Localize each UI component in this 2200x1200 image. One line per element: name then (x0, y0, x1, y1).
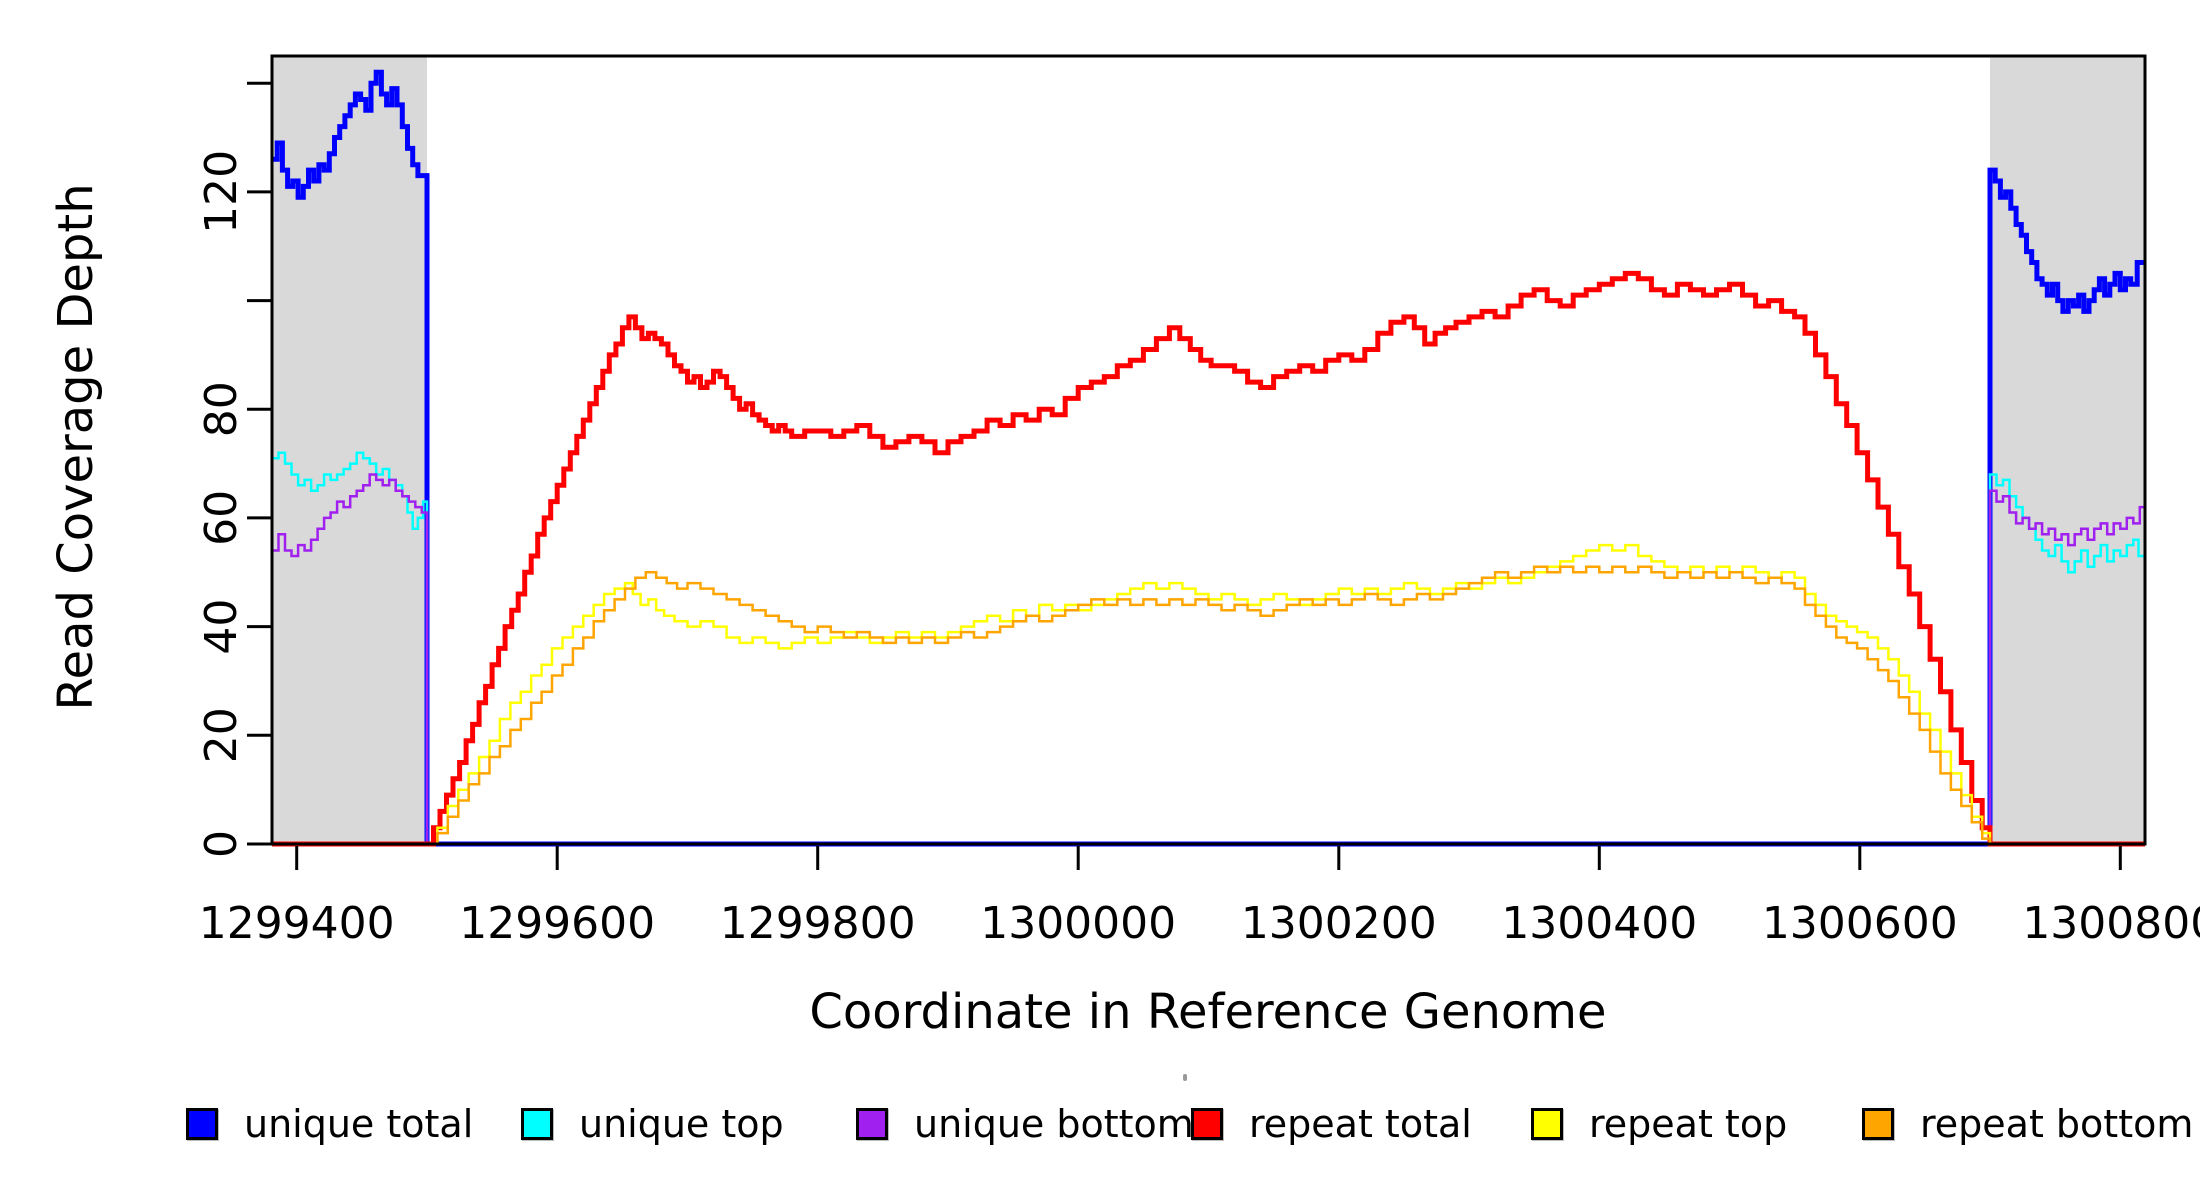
legend-item-repeat-top: repeat top (1531, 1102, 1788, 1146)
legend-swatch-repeat-total (1191, 1108, 1223, 1140)
legend-swatch-unique-top (521, 1108, 553, 1140)
legend-swatch-repeat-bottom (1862, 1108, 1894, 1140)
legend-label: repeat bottom (1920, 1102, 2194, 1146)
legend: unique total unique top unique bottom re… (0, 1102, 2200, 1150)
series-unique-total (272, 69, 2145, 847)
y-tick-label: 80 (196, 381, 247, 437)
series-repeat-top (272, 543, 2145, 846)
legend-label: unique bottom (914, 1102, 1194, 1146)
y-tick-label: 60 (196, 490, 247, 546)
y-tick-label: 120 (196, 150, 247, 234)
x-tick-label: 1300000 (980, 898, 1176, 949)
stray-mark (1183, 1074, 1187, 1081)
x-tick-label: 1299800 (720, 898, 916, 949)
legend-item-unique-bottom: unique bottom (856, 1102, 1194, 1146)
legend-item-unique-top: unique top (521, 1102, 784, 1146)
legend-label: repeat total (1249, 1102, 1472, 1146)
legend-label: unique total (244, 1102, 474, 1146)
x-axis-title: Coordinate in Reference Genome (809, 984, 1607, 1040)
legend-item-unique-total: unique total (186, 1102, 474, 1146)
x-tick-label: 1300200 (1241, 898, 1437, 949)
legend-swatch-unique-bottom (856, 1108, 888, 1140)
x-tick-label: 1299400 (199, 898, 395, 949)
x-tick-label: 1300400 (1501, 898, 1697, 949)
legend-item-repeat-bottom: repeat bottom (1862, 1102, 2194, 1146)
y-tick-label: 40 (196, 599, 247, 655)
legend-swatch-repeat-top (1531, 1108, 1563, 1140)
y-tick-label: 20 (196, 707, 247, 763)
series-repeat-bottom (272, 565, 2145, 846)
y-axis-title: Read Coverage Depth (48, 183, 104, 711)
x-tick-label: 1299600 (459, 898, 655, 949)
legend-item-repeat-total: repeat total (1191, 1102, 1472, 1146)
y-tick-label: 0 (196, 830, 247, 858)
x-tick-label: 1300800 (2022, 898, 2200, 949)
legend-swatch-unique-total (186, 1108, 218, 1140)
legend-label: unique top (579, 1102, 784, 1146)
highlight-region-2 (1990, 56, 2145, 844)
legend-label: repeat top (1589, 1102, 1788, 1146)
series-repeat-total (272, 270, 2145, 847)
x-tick-label: 1300600 (1762, 898, 1958, 949)
plot-border (270, 54, 2147, 846)
highlight-region-1 (272, 56, 427, 844)
